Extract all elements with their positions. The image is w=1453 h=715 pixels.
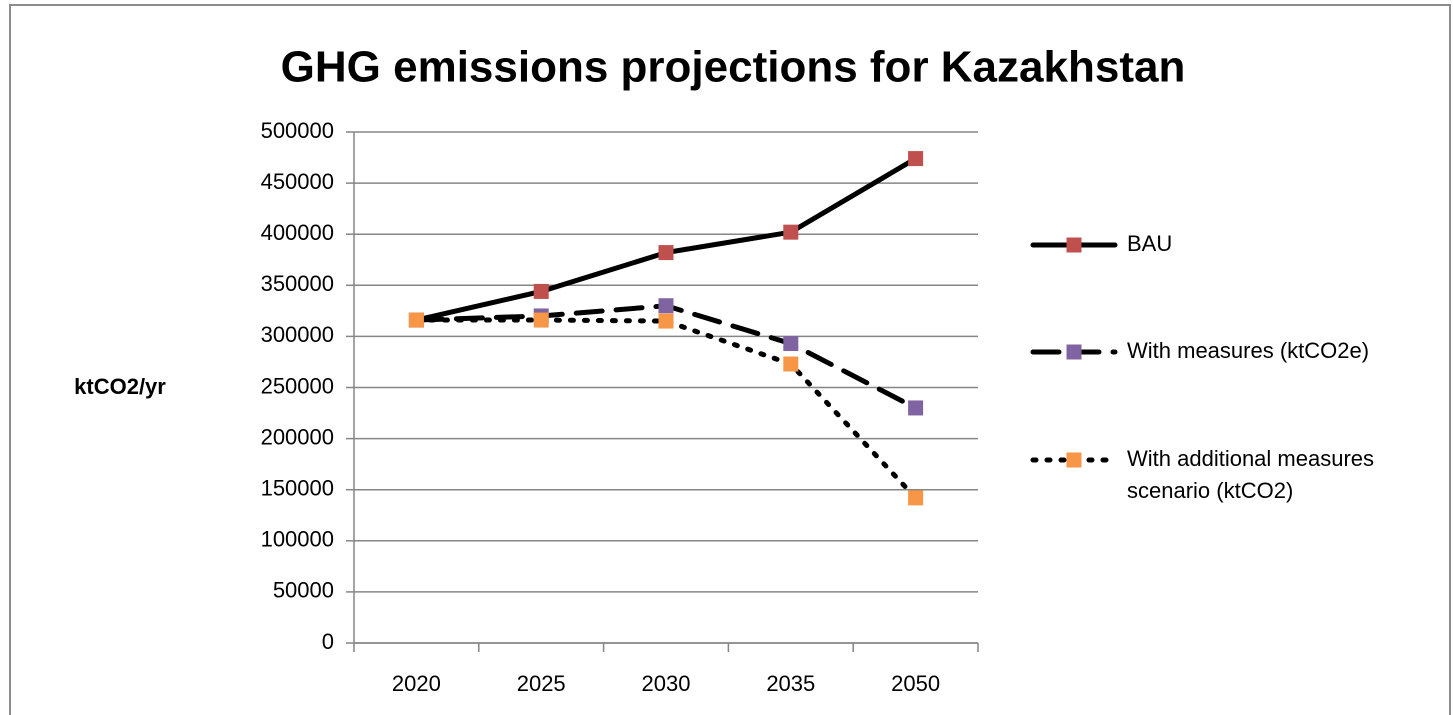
y-tick-label: 100000 [261, 527, 334, 552]
legend-marker [1066, 452, 1082, 468]
y-tick-label: 200000 [261, 424, 334, 449]
x-tick-label: 2035 [766, 671, 815, 696]
data-point [783, 336, 799, 352]
data-point [908, 400, 924, 416]
data-point [783, 356, 799, 372]
y-tick-label: 350000 [261, 271, 334, 296]
y-tick-label: 400000 [261, 220, 334, 245]
legend-label: With measures (ktCO2e) [1127, 338, 1370, 363]
y-tick-label: 150000 [261, 476, 334, 501]
x-tick-label: 2020 [392, 671, 441, 696]
y-tick-label: 250000 [261, 373, 334, 398]
y-tick-label: 450000 [261, 169, 334, 194]
data-point [533, 283, 549, 299]
data-point [908, 151, 924, 167]
chart-border [9, 4, 1451, 715]
data-point [533, 312, 549, 328]
chart-title: GHG emissions projections for Kazakhstan [281, 43, 1186, 92]
legend-label: With additional measures scenario (ktCO2… [1127, 446, 1375, 503]
legend-label: BAU [1127, 231, 1173, 256]
data-point [658, 313, 674, 329]
legend-marker [1066, 237, 1082, 253]
x-tick-label: 2025 [517, 671, 566, 696]
y-tick-label: 0 [322, 629, 334, 654]
x-tick-label: 2050 [891, 671, 940, 696]
y-tick-label: 300000 [261, 322, 334, 347]
data-point [408, 312, 424, 328]
data-point [658, 298, 674, 314]
legend-marker [1066, 344, 1082, 360]
y-tick-label: 50000 [273, 578, 334, 603]
data-point [908, 490, 924, 506]
x-tick-label: 2030 [642, 671, 691, 696]
y-axis-label: ktCO2/yr [74, 374, 166, 399]
y-tick-label: 500000 [261, 118, 334, 143]
data-point [783, 224, 799, 240]
data-point [658, 245, 674, 261]
